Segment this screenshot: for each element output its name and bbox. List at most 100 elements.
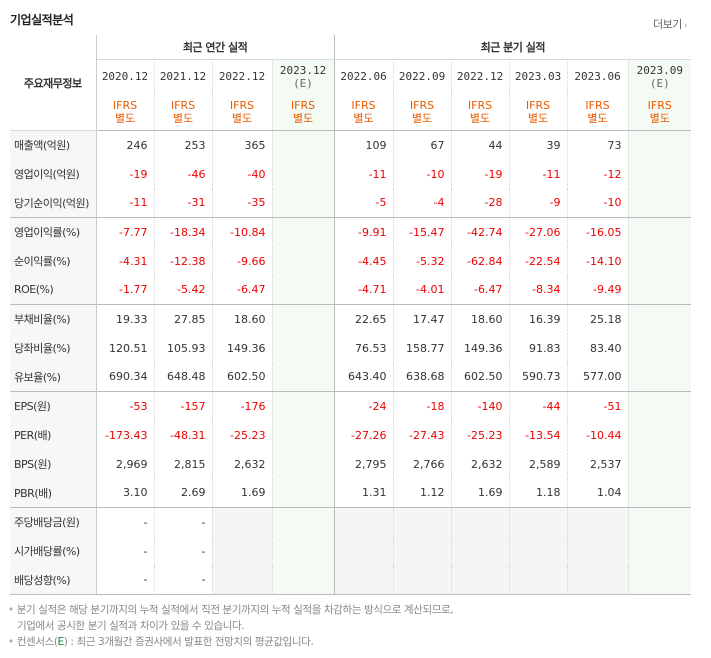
- value-cell: -5.42: [153, 275, 212, 305]
- value-cell: -176: [211, 391, 272, 421]
- row-label: 영업이익률(%): [10, 217, 97, 247]
- value-cell: [450, 565, 510, 595]
- value-cell: [392, 565, 452, 595]
- value-cell: -25.23: [211, 420, 272, 450]
- more-link[interactable]: 더보기 ›: [653, 16, 688, 32]
- table-row: ROE(%) -1.77 -5.42 -6.47 -4.71 -4.01 -6.47 -8.3…: [10, 275, 692, 305]
- period-header: 2022.12: [211, 59, 272, 93]
- value-cell: [627, 391, 692, 421]
- value-cell: -: [96, 565, 154, 595]
- value-cell: -157: [153, 391, 212, 421]
- value-cell: 149.36: [450, 333, 510, 363]
- row-label: 당좌비율(%): [10, 333, 97, 363]
- value-cell: -12.38: [153, 246, 212, 276]
- value-cell: 158.77: [392, 333, 452, 363]
- estimate-mark: (E): [293, 76, 313, 90]
- table-row: 영업이익(억원) -19 -46 -40 -11 -10 -19 -11 -12: [10, 159, 692, 189]
- value-cell: 44: [450, 130, 510, 160]
- row-label: 시가배당률(%): [10, 536, 97, 566]
- value-cell: -: [96, 507, 154, 537]
- value-cell: 690.34: [109, 370, 148, 384]
- ifrs-basis-header: IFRS 별도: [333, 93, 394, 131]
- table-row: 영업이익률(%) -7.77 -18.34 -10.84 -9.91 -15.47 -42.…: [10, 217, 692, 247]
- value-cell: [627, 159, 692, 189]
- value-cell: 22.65: [333, 304, 394, 334]
- value-cell: -11: [333, 159, 394, 189]
- table-row: EPS(원) -53 -157 -176 -24 -18 -140 -44 -51: [10, 391, 692, 421]
- value-cell: [271, 159, 335, 189]
- period-label: 2021.12: [159, 70, 207, 83]
- row-label: 주당배당금(원): [10, 507, 97, 537]
- row-label: ROE(%): [10, 275, 97, 305]
- value-cell: -140: [450, 391, 510, 421]
- value-cell: -6.47: [211, 275, 272, 305]
- section-title: 기업실적분석: [10, 13, 74, 27]
- value-cell: 18.60: [450, 304, 510, 334]
- value-cell: 643.40: [333, 362, 394, 392]
- more-label: 더보기: [653, 18, 682, 31]
- value-cell: [627, 246, 692, 276]
- footnote-1: • 분기 실적은 해당 분기까지의 누적 실적에서 직전 분기까지의 누적 실적을…: [8, 604, 454, 616]
- table-row: 부채비율(%) 19.33 27.85 18.60 22.65 17.47 18.60 16.…: [10, 304, 692, 334]
- row-label: 순이익률(%): [10, 246, 97, 276]
- chevron-right-icon: ›: [683, 21, 688, 31]
- value-cell: -: [153, 565, 212, 595]
- period-label: 2022.09: [398, 70, 446, 83]
- value-cell: -27.06: [508, 217, 568, 247]
- period-label: 2022.06: [340, 70, 387, 83]
- value-cell: [392, 507, 452, 537]
- ifrs-basis-header: IFRS 별도: [153, 93, 212, 131]
- value-cell: -62.84: [450, 246, 510, 276]
- value-cell: [566, 507, 629, 537]
- value-cell: 19.33: [96, 304, 154, 334]
- ifrs-label: IFRS: [467, 98, 493, 112]
- value-cell: [508, 536, 568, 566]
- value-cell: [627, 275, 692, 305]
- value-cell: -4.45: [333, 246, 394, 276]
- ifrs-basis-header: IFRS 별도: [271, 93, 335, 131]
- value-cell: 2,766: [392, 449, 452, 479]
- value-cell: [271, 275, 335, 305]
- table-row: 당좌비율(%) 120.51 105.93 149.36 76.53 158.77 149.…: [10, 333, 692, 363]
- row-label: 매출액(억원): [10, 130, 97, 160]
- ifrs-label: IFRS: [290, 98, 316, 112]
- value-cell: [211, 565, 272, 595]
- footnote-2: • 컨센서스(E) : 최근 3개월간 증권사에서 발표한 전망치의 평균값입니다…: [8, 636, 314, 648]
- table-row: 배당성향(%) - -: [10, 565, 692, 595]
- value-cell: 120.51: [109, 341, 148, 355]
- value-cell: [271, 536, 335, 566]
- value-cell: -53: [96, 391, 154, 421]
- value-cell: -13.54: [508, 420, 568, 450]
- period-label: 2023.09: [636, 63, 683, 77]
- row-label: 배당성향(%): [10, 565, 97, 595]
- value-cell: -5.32: [392, 246, 452, 276]
- period-header: 2023.03: [508, 59, 568, 93]
- ifrs-label: IFRS: [585, 98, 610, 112]
- value-cell: -27.26: [333, 420, 394, 450]
- value-cell: -: [153, 507, 212, 537]
- value-cell: [271, 130, 335, 160]
- row-label: EPS(원): [10, 391, 97, 421]
- period-label: 2023.06: [574, 70, 621, 83]
- table-row: 주당배당금(원) - -: [10, 507, 692, 537]
- value-cell: -7.77: [96, 217, 154, 247]
- value-cell: -4.01: [392, 275, 452, 305]
- ifrs-label: IFRS: [525, 98, 551, 112]
- value-cell: [450, 536, 510, 566]
- value-cell: -11: [129, 196, 148, 210]
- period-label: 2023.12: [279, 63, 327, 77]
- value-cell: [566, 565, 629, 595]
- value-cell: 2,632: [211, 449, 272, 479]
- period-header: 2023.09 (E): [627, 59, 692, 93]
- value-cell: 1.69: [211, 478, 272, 508]
- value-cell: -46: [153, 159, 212, 189]
- value-cell: 2,589: [508, 449, 568, 479]
- value-cell: -10.84: [211, 217, 272, 247]
- value-cell: [271, 217, 335, 247]
- value-cell: [333, 536, 394, 566]
- ifrs-basis-header: IFRS 별도: [566, 93, 629, 131]
- period-label: 2022.12: [456, 70, 504, 83]
- value-cell: 17.47: [392, 304, 452, 334]
- value-cell: 91.83: [508, 333, 568, 363]
- financial-table: 주요재무정보 최근 연간 실적 최근 분기 실적 2020.12 2021.12 2…: [10, 35, 692, 595]
